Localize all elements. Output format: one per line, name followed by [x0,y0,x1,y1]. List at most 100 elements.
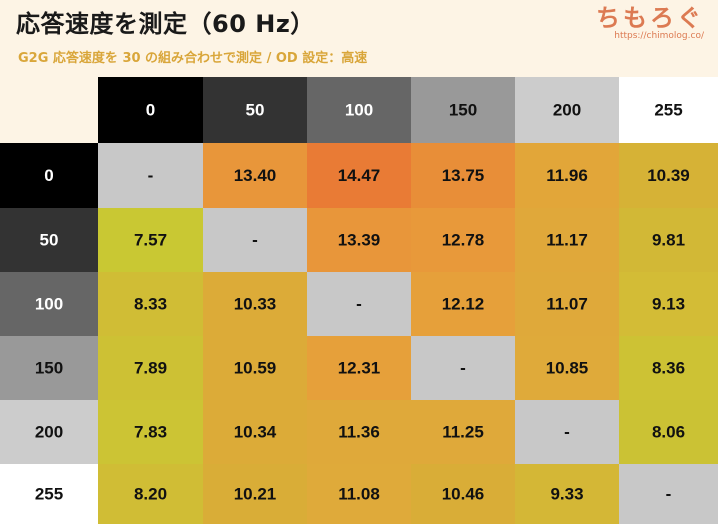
heatmap-value: - [460,359,466,378]
heatmap-value: 8.06 [652,423,685,442]
row-header-label: 50 [40,231,59,250]
heatmap-value: 7.83 [134,423,167,442]
row-header-cell [0,272,98,336]
row-header-label: 200 [35,423,63,442]
heatmap-cell [515,208,619,272]
heatmap-value: 8.20 [134,485,167,504]
column-header-label: 150 [449,101,477,120]
row-header-cell [0,336,98,400]
heatmap-cell [203,336,307,400]
heatmap-value: 12.12 [442,295,485,314]
heatmap-value: - [148,166,154,185]
heatmap-cell [411,143,515,208]
column-header-label: 200 [553,101,581,120]
diagonal-cell [307,272,411,336]
heatmap-value: 11.25 [442,423,484,442]
heatmap-value: 11.08 [338,485,380,504]
heatmap-value: 9.13 [652,295,685,314]
heatmap-cell [307,143,411,208]
logo-url: https://chimolog.co/ [614,31,704,41]
heatmap-cell [411,272,515,336]
heatmap-value: 9.33 [550,485,583,504]
column-header-cell [98,77,203,143]
column-header-cell [619,77,718,143]
site-logo: ちもろぐ https://chimolog.co/ [596,3,704,41]
heatmap-value: - [666,485,672,504]
column-header-cell [515,77,619,143]
heatmap-value: 10.39 [647,166,690,185]
row-header-label: 150 [35,359,63,378]
heatmap-cell [619,400,718,464]
heatmap-cell [98,208,203,272]
heatmap-cell [203,400,307,464]
heatmap-value: - [356,295,362,314]
column-header-cell [307,77,411,143]
heatmap-value: 11.96 [546,166,588,185]
heatmap-value: - [252,231,258,250]
heatmap-cell [203,464,307,524]
heatmap-value: - [564,423,570,442]
heatmap-value: 11.17 [546,231,588,250]
heatmap-cell [515,143,619,208]
diagonal-cell [515,400,619,464]
page-title: 応答速度を測定（60 Hz） [16,10,315,38]
row-header-cell [0,208,98,272]
heatmap-value: 13.39 [338,231,381,250]
heatmap-value: 10.21 [234,485,277,504]
heatmap-cell [307,336,411,400]
column-header-label: 255 [654,101,682,120]
heatmap-cell [411,400,515,464]
diagonal-cell [98,143,203,208]
heatmap-cell [411,464,515,524]
heatmap-cell [619,336,718,400]
heatmap-value: 14.47 [338,166,381,185]
heatmap-value: 12.31 [338,359,381,378]
row-header-cell [0,464,98,524]
row-header-label: 0 [44,166,53,185]
heatmap-value: 7.89 [134,359,167,378]
column-header-label: 100 [345,101,373,120]
heatmap-cell [411,208,515,272]
heatmap-value: 9.81 [652,231,685,250]
row-header-label: 100 [35,295,63,314]
heatmap-cell [98,400,203,464]
heatmap-value: 10.85 [546,359,589,378]
column-header-label: 50 [246,101,265,120]
heatmap-value: 11.36 [338,423,380,442]
heatmap-cell [98,336,203,400]
page-subtitle: G2G 応答速度を 30 の組み合わせで測定 / OD 設定：高速 [18,51,368,66]
heatmap-cell [307,208,411,272]
heatmap-value: 8.33 [134,295,167,314]
diagonal-cell [619,464,718,524]
heatmap-cell [203,272,307,336]
heatmap-value: 8.36 [652,359,685,378]
heatmap-cell [619,143,718,208]
heatmap-cell [515,336,619,400]
heatmap-cell [515,272,619,336]
heatmap-value: 10.59 [234,359,277,378]
heatmap-cell [307,464,411,524]
heatmap-value: 13.75 [442,166,485,185]
heatmap-value: 10.34 [234,423,277,442]
row-header-label: 255 [35,485,63,504]
heatmap-value: 12.78 [442,231,485,250]
row-header-cell [0,143,98,208]
diagonal-cell [411,336,515,400]
heatmap-cell [515,464,619,524]
row-header-cell [0,400,98,464]
heatmap-cell [619,272,718,336]
heatmap-cell [98,464,203,524]
heatmap-value: 7.57 [134,231,167,250]
column-header-cell [203,77,307,143]
heatmap-cell [307,400,411,464]
diagonal-cell [203,208,307,272]
heatmap-cell [619,208,718,272]
heatmap-value: 10.46 [442,485,485,504]
column-header-label: 0 [146,101,155,120]
heatmap-cell [203,143,307,208]
heatmap-value: 10.33 [234,295,277,314]
heatmap-cell [98,272,203,336]
heatmap-value: 13.40 [234,166,277,185]
logo-text: ちもろぐ [596,4,704,32]
